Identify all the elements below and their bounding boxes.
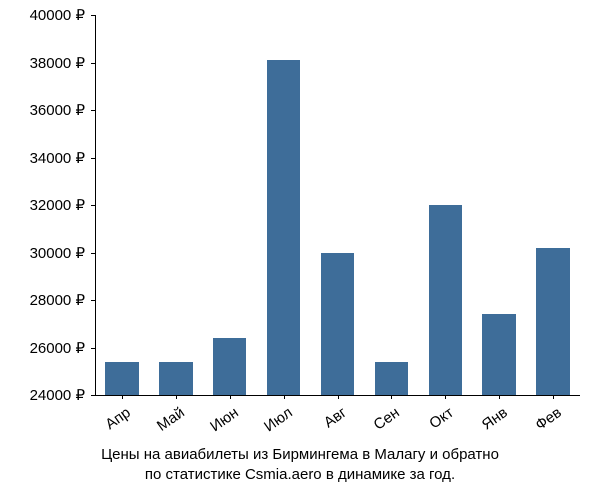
plot-area — [95, 15, 580, 395]
bar — [105, 362, 138, 395]
y-tick-label: 32000 ₽ — [30, 196, 85, 214]
bar — [213, 338, 246, 395]
bar — [536, 248, 569, 395]
caption-line-1: Цены на авиабилеты из Бирмингема в Малаг… — [101, 446, 499, 463]
x-tick-label: Июн — [191, 404, 242, 447]
x-axis-labels: АпрМайИюнИюлАвгСенОктЯнвФев — [95, 398, 580, 448]
bar — [267, 60, 300, 395]
x-tick-label: Май — [137, 404, 188, 447]
x-tick-label: Фев — [514, 404, 565, 447]
y-tick-label: 26000 ₽ — [30, 339, 85, 357]
y-tick-label: 40000 ₽ — [30, 6, 85, 24]
y-tick-label: 30000 ₽ — [30, 244, 85, 262]
y-tick-label: 24000 ₽ — [30, 386, 85, 404]
caption-line-2: по статистике Csmia.aero в динамике за г… — [145, 466, 455, 483]
chart-caption: Цены на авиабилеты из Бирмингема в Малаг… — [0, 445, 600, 486]
x-tick-label: Июл — [245, 404, 296, 447]
y-tick-label: 28000 ₽ — [30, 291, 85, 309]
y-tick-label: 36000 ₽ — [30, 101, 85, 119]
bar — [321, 253, 354, 396]
price-chart: 24000 ₽ 26000 ₽ 28000 ₽ 30000 ₽ 32000 ₽ 34000… — [0, 0, 600, 500]
x-tick-label: Апр — [83, 404, 134, 447]
x-tick-label: Окт — [406, 404, 457, 447]
x-tick-label: Авг — [299, 404, 350, 447]
bar — [482, 314, 515, 395]
y-tick-label: 34000 ₽ — [30, 149, 85, 167]
y-tick — [91, 395, 95, 396]
x-tick-label: Сен — [352, 404, 403, 447]
bar — [429, 205, 462, 395]
bar — [159, 362, 192, 395]
y-tick-label: 38000 ₽ — [30, 54, 85, 72]
x-tick-label: Янв — [460, 404, 511, 447]
bar — [375, 362, 408, 395]
y-axis-labels: 24000 ₽26000 ₽28000 ₽30000 ₽32000 ₽34000… — [0, 15, 90, 395]
bars-group — [95, 15, 580, 395]
